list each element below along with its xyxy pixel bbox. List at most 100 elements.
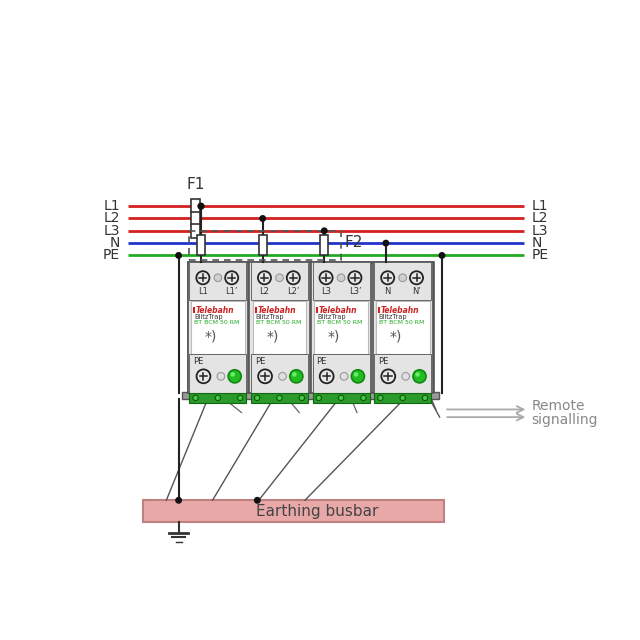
Text: L2: L2 [260, 287, 269, 296]
Circle shape [258, 271, 271, 284]
Text: F1: F1 [186, 177, 205, 192]
Circle shape [361, 395, 366, 401]
Circle shape [337, 274, 345, 282]
Bar [189, 231, 341, 260]
Text: PE: PE [316, 357, 327, 366]
Bar [253, 301, 307, 354]
Text: L3: L3 [532, 224, 548, 238]
Text: PE: PE [532, 248, 549, 262]
Bar [197, 236, 205, 255]
Text: Telebahn: Telebahn [380, 306, 419, 315]
Bar [251, 354, 308, 392]
Circle shape [348, 271, 362, 284]
Circle shape [316, 395, 321, 401]
Bar [374, 392, 431, 403]
Bar [188, 262, 248, 392]
Bar [312, 354, 369, 392]
Text: *): *) [205, 330, 217, 344]
Circle shape [228, 370, 241, 383]
Text: L2: L2 [532, 211, 548, 225]
Text: BlitzTrap: BlitzTrap [317, 314, 346, 320]
Text: L1: L1 [198, 287, 208, 296]
Circle shape [413, 370, 426, 383]
Bar [312, 392, 369, 403]
Bar [251, 392, 308, 403]
Circle shape [381, 271, 394, 284]
Circle shape [340, 372, 348, 380]
Text: BT BCM 50 RM: BT BCM 50 RM [379, 320, 424, 325]
Text: PE: PE [193, 357, 204, 366]
Text: *): *) [328, 330, 340, 344]
Text: N’: N’ [412, 287, 421, 296]
Bar [374, 354, 431, 392]
Circle shape [278, 372, 286, 380]
Bar [311, 262, 371, 392]
Circle shape [276, 395, 282, 401]
Text: L3: L3 [104, 224, 120, 238]
Bar [251, 262, 308, 300]
Text: L3’: L3’ [349, 287, 361, 296]
Text: BlitzTrap: BlitzTrap [194, 314, 223, 320]
Circle shape [383, 239, 389, 246]
Circle shape [415, 372, 420, 377]
Circle shape [292, 372, 297, 377]
Text: Telebahn: Telebahn [196, 306, 234, 315]
Text: PE: PE [255, 357, 265, 366]
Circle shape [214, 274, 221, 282]
Circle shape [378, 395, 383, 401]
Text: PE: PE [378, 357, 388, 366]
Text: L2’: L2’ [287, 287, 300, 296]
Circle shape [225, 271, 238, 284]
Bar [372, 262, 433, 392]
Text: signalling: signalling [531, 413, 598, 428]
Circle shape [230, 372, 235, 377]
Text: L3: L3 [321, 287, 331, 296]
Bar [321, 236, 328, 255]
Circle shape [287, 271, 300, 284]
Circle shape [196, 369, 211, 383]
Text: L1: L1 [532, 199, 548, 213]
Circle shape [254, 497, 260, 504]
Bar [188, 262, 433, 392]
Circle shape [198, 203, 204, 210]
Bar [191, 199, 200, 213]
Text: L1: L1 [104, 199, 120, 213]
Circle shape [193, 395, 198, 401]
Circle shape [320, 369, 333, 383]
Bar [259, 236, 266, 255]
Bar [376, 301, 429, 354]
Circle shape [258, 369, 272, 383]
Circle shape [351, 370, 364, 383]
Bar [191, 224, 200, 237]
Circle shape [196, 271, 209, 284]
Circle shape [237, 395, 243, 401]
Text: Earthing busbar: Earthing busbar [256, 504, 379, 518]
Text: BT BCM 50 RM: BT BCM 50 RM [194, 320, 239, 325]
Circle shape [402, 372, 410, 380]
Text: N: N [385, 287, 391, 296]
Circle shape [438, 252, 445, 259]
Bar [312, 262, 369, 300]
Circle shape [400, 395, 405, 401]
Text: L1’: L1’ [225, 287, 238, 296]
Bar [191, 212, 200, 225]
Text: Remote: Remote [531, 399, 585, 413]
Text: BlitzTrap: BlitzTrap [379, 314, 408, 320]
Circle shape [255, 395, 260, 401]
Circle shape [198, 203, 205, 210]
Text: N: N [532, 236, 543, 250]
Text: *): *) [266, 330, 278, 344]
Text: BT BCM 50 RM: BT BCM 50 RM [317, 320, 363, 325]
Circle shape [321, 227, 328, 234]
Text: *): *) [389, 330, 402, 344]
Text: Telebahn: Telebahn [319, 306, 357, 315]
Bar [314, 301, 368, 354]
Circle shape [290, 370, 303, 383]
Text: BT BCM 50 RM: BT BCM 50 RM [255, 320, 301, 325]
Circle shape [299, 395, 305, 401]
Text: PE: PE [103, 248, 120, 262]
Circle shape [215, 395, 221, 401]
Circle shape [410, 271, 423, 284]
Text: BlitzTrap: BlitzTrap [255, 314, 284, 320]
Circle shape [217, 372, 225, 380]
